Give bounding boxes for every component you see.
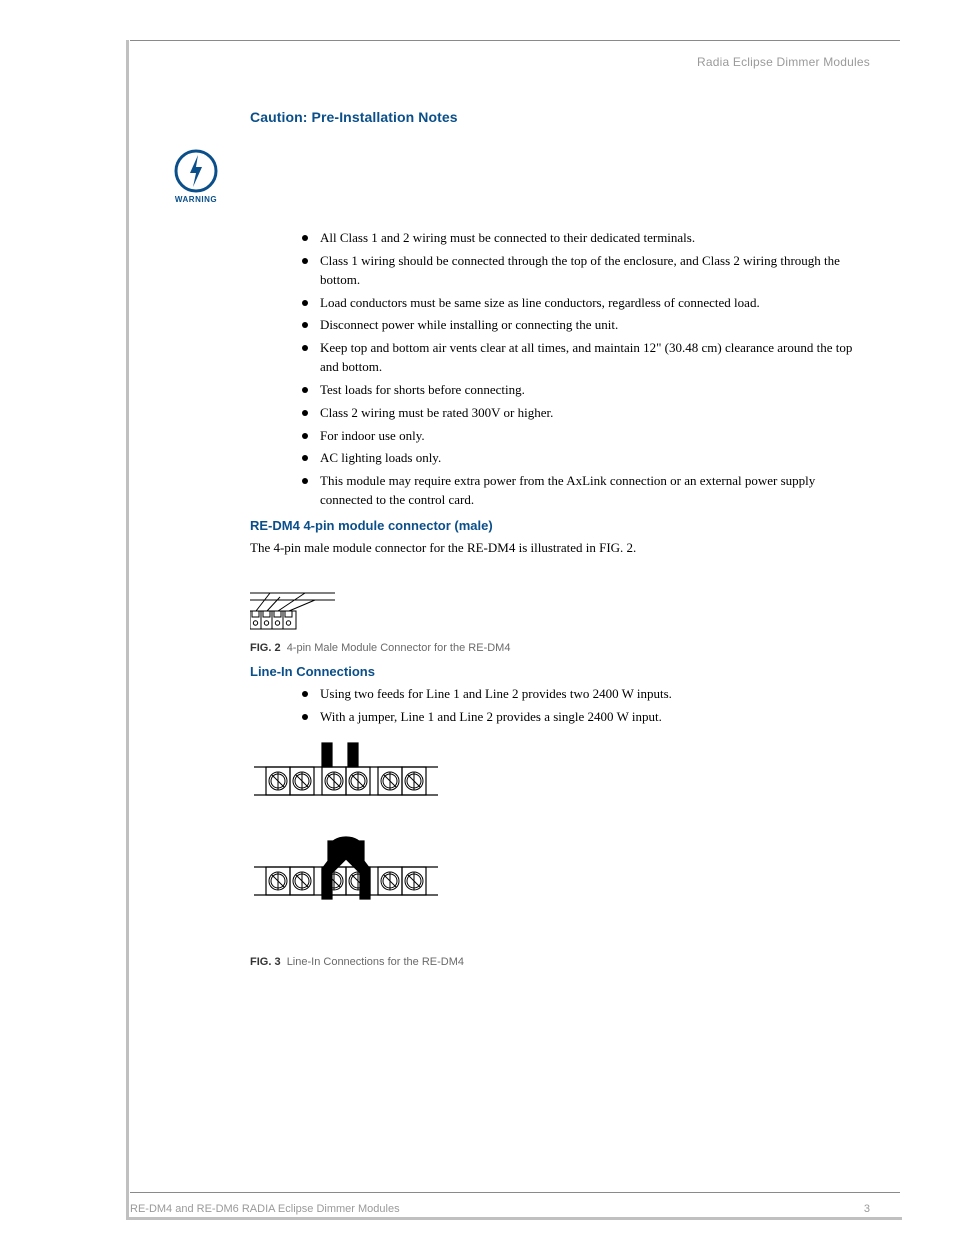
fig3-caption: FIG. 3 Line-In Connections for the RE-DM… <box>250 956 870 968</box>
list-item: Keep top and bottom air vents clear at a… <box>302 339 870 377</box>
fig3-caption-text: Line-In Connections for the RE-DM4 <box>287 956 464 968</box>
list-item: This module may require extra power from… <box>302 472 870 510</box>
connector-intro: The 4-pin male module connector for the … <box>250 539 870 557</box>
list-item: Using two feeds for Line 1 and Line 2 pr… <box>302 685 870 704</box>
fig3-linein-diagram <box>250 741 450 941</box>
list-item: AC lighting loads only. <box>302 449 870 468</box>
linein-list: Using two feeds for Line 1 and Line 2 pr… <box>302 685 870 727</box>
list-item: For indoor use only. <box>302 427 870 446</box>
list-item: Class 1 wiring should be connected throu… <box>302 252 870 290</box>
list-item: With a jumper, Line 1 and Line 2 provide… <box>302 708 870 727</box>
fig3-label: FIG. 3 <box>250 956 281 968</box>
footer-doc-title: RE-DM4 and RE-DM6 RADIA Eclipse Dimmer M… <box>130 1203 400 1215</box>
warning-icon: WARNING <box>168 149 224 204</box>
fig2-label: FIG. 2 <box>250 642 281 654</box>
page-frame: Radia Eclipse Dimmer Modules WARNING Cau… <box>130 40 900 1200</box>
list-item: Disconnect power while installing or con… <box>302 316 870 335</box>
heading-caution: Caution: Pre-Installation Notes <box>250 109 870 125</box>
list-item: All Class 1 and 2 wiring must be connect… <box>302 229 870 248</box>
fig2-caption-text: 4-pin Male Module Connector for the RE-D… <box>287 642 511 654</box>
list-item: Test loads for shorts before connecting. <box>302 381 870 400</box>
heading-connector: RE-DM4 4-pin module connector (male) <box>250 518 870 533</box>
fig2-connector-diagram <box>250 571 360 631</box>
caution-list: All Class 1 and 2 wiring must be connect… <box>302 229 870 510</box>
heading-linein: Line-In Connections <box>250 664 870 679</box>
bottom-margin-rule <box>126 1217 902 1220</box>
running-header: Radia Eclipse Dimmer Modules <box>130 41 900 69</box>
footer-page-number: 3 <box>864 1203 900 1215</box>
list-item: Class 2 wiring must be rated 300V or hig… <box>302 404 870 423</box>
fig2-caption: FIG. 2 4-pin Male Module Connector for t… <box>250 642 870 654</box>
list-item: Load conductors must be same size as lin… <box>302 294 870 313</box>
warning-label: WARNING <box>168 195 224 204</box>
left-margin-rule <box>126 40 129 1218</box>
main-content: Caution: Pre-Installation Notes All Clas… <box>250 109 870 968</box>
page-footer: RE-DM4 and RE-DM6 RADIA Eclipse Dimmer M… <box>130 1192 900 1215</box>
